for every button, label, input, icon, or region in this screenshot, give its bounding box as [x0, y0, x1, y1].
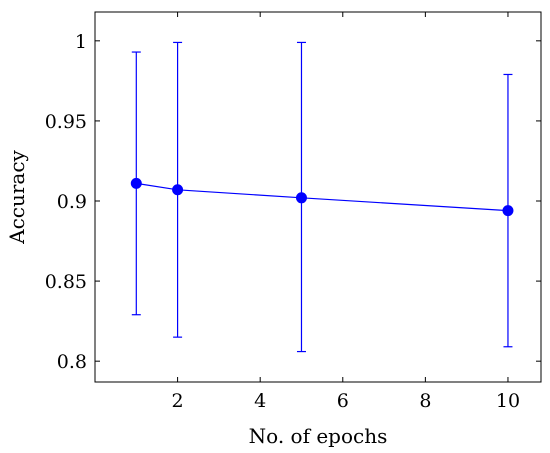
- axis-tick-labels: 2 4 6 8 10 0.8 0.85 0.9 0.95 1: [45, 31, 520, 412]
- series-group: [130, 41, 514, 353]
- data-point: [172, 184, 184, 196]
- y-tick-label: 0.95: [45, 111, 87, 133]
- data-point: [130, 177, 142, 189]
- y-tick-label: 1: [75, 31, 87, 53]
- plot-area-frame: [94, 11, 542, 383]
- series-layer: [130, 41, 514, 353]
- data-point: [502, 205, 514, 217]
- y-tick-label: 0.8: [57, 351, 87, 373]
- x-tick-label: 8: [419, 390, 431, 412]
- axis-ticks: [95, 12, 541, 382]
- data-point: [295, 192, 307, 204]
- x-tick-label: 6: [337, 390, 349, 412]
- x-tick-label: 2: [172, 390, 184, 412]
- y-tick-label: 0.9: [57, 191, 87, 213]
- y-tick-label: 0.85: [45, 271, 87, 293]
- series-line: [136, 182, 509, 212]
- x-tick-label: 4: [254, 390, 266, 412]
- x-axis-title: No. of epochs: [249, 424, 388, 448]
- x-tick-label: 10: [496, 390, 520, 412]
- y-axis-title: Accuracy: [5, 149, 29, 244]
